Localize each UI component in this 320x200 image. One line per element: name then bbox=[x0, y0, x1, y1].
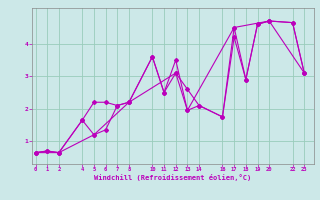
X-axis label: Windchill (Refroidissement éolien,°C): Windchill (Refroidissement éolien,°C) bbox=[94, 174, 252, 181]
